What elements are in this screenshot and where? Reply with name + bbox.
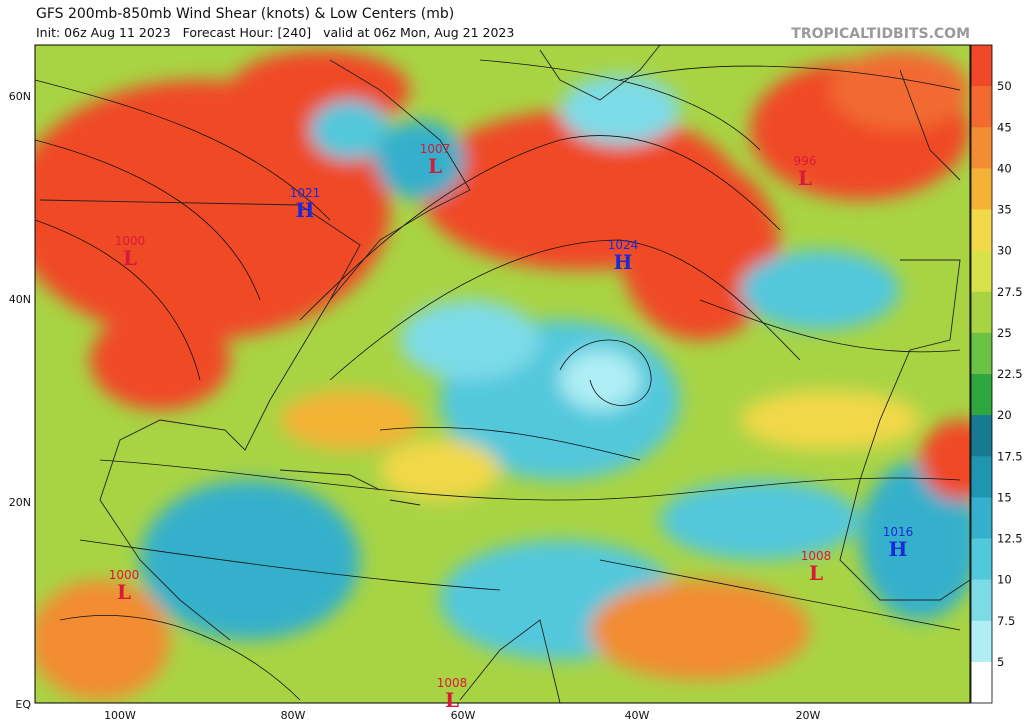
colorbar-frame — [970, 44, 993, 704]
colorbar-swatch — [971, 415, 992, 457]
colorbar-swatch — [971, 45, 992, 87]
low-center: L — [809, 561, 823, 585]
low-center: L — [798, 166, 812, 190]
colorbar-label: 7.5 — [997, 614, 1015, 628]
coastlines — [39, 45, 970, 703]
latitude-label: 60N — [9, 90, 31, 103]
longitude-label: 20W — [796, 709, 821, 722]
pressure-value: 996 — [794, 154, 817, 168]
colorbar-label: 35 — [997, 203, 1012, 217]
colorbar-swatch — [971, 86, 992, 128]
longitude-label: 80W — [281, 709, 306, 722]
colorbar-label: 45 — [997, 120, 1012, 134]
colorbar-label: 22.5 — [997, 367, 1023, 381]
colorbar-label: 20 — [997, 408, 1012, 422]
pressure-value: 1000 — [109, 568, 140, 582]
colorbar: 50 45 40 35 30 27.5 25 22.5 20 17.5 15 12.5 10 7.5 5 — [970, 44, 1023, 704]
map-area — [35, 45, 970, 703]
subtitle: Init: 06z Aug 11 2023 Forecast Hour: [24… — [36, 25, 514, 40]
colorbar-label: 40 — [997, 161, 1012, 175]
latitude-label: 20N — [9, 496, 31, 509]
pressure-value: 1007 — [420, 142, 451, 156]
colorbar-label: 27.5 — [997, 285, 1023, 299]
colorbar-label: 12.5 — [997, 532, 1023, 546]
low-center: L — [445, 688, 459, 712]
latitude-label: 40N — [9, 293, 31, 306]
colorbar-swatch — [971, 620, 992, 663]
pressure-value: 1000 — [115, 234, 146, 248]
high-center: H — [614, 250, 633, 274]
latitude-label: EQ — [15, 698, 31, 711]
longitude-label: 60W — [451, 709, 476, 722]
pressure-value: 1021 — [290, 186, 321, 200]
colorbar-label: 30 — [997, 244, 1012, 258]
title: GFS 200mb-850mb Wind Shear (knots) & Low… — [36, 6, 454, 22]
colorbar-swatch — [971, 168, 992, 210]
low-center: L — [117, 580, 131, 604]
colorbar-swatch — [971, 497, 992, 539]
longitude-label: 100W — [104, 709, 136, 722]
colorbar-swatch — [971, 538, 992, 581]
colorbar-swatch — [971, 456, 992, 498]
low-center: L — [428, 154, 442, 178]
colorbar-label: 50 — [997, 79, 1012, 93]
colorbar-swatch — [971, 332, 992, 375]
streamlines — [35, 59, 961, 701]
colorbar-label: 15 — [997, 490, 1012, 504]
colorbar-swatch — [971, 374, 992, 416]
pressure-value: 1016 — [883, 525, 914, 539]
colorbar-label: 10 — [997, 573, 1012, 587]
colorbar-label: 17.5 — [997, 449, 1023, 463]
pressure-value: 1008 — [801, 549, 832, 563]
colorbar-swatch — [971, 579, 992, 622]
colorbar-swatch — [971, 127, 992, 169]
colorbar-label: 5 — [997, 655, 1004, 669]
axis-labels: 60N 40N 20N EQ 100W 80W 60W 40W 20W — [9, 90, 821, 722]
colorbar-swatch — [971, 250, 992, 293]
shear-field — [35, 50, 970, 700]
high-center: H — [296, 198, 315, 222]
colorbar-swatch — [971, 661, 992, 704]
low-center: L — [123, 246, 137, 270]
colorbar-label: 25 — [997, 326, 1012, 340]
colorbar-swatch — [971, 209, 992, 252]
map-frame — [34, 44, 971, 704]
pressure-value: 1024 — [608, 238, 639, 252]
high-center: H — [889, 537, 908, 561]
pressure-centers: 1021H1007L1000L1024H996L1000L1008L1016H1… — [109, 142, 914, 712]
site-name: TROPICALTIDBITS.COM — [791, 26, 970, 42]
colorbar-swatch — [971, 291, 992, 334]
longitude-label: 40W — [625, 709, 650, 722]
pressure-value: 1008 — [437, 676, 468, 690]
